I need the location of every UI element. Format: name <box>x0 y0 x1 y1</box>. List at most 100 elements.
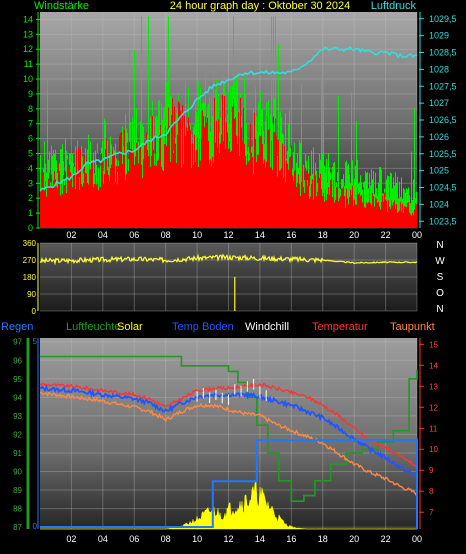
wind-speed-bar <box>321 188 322 228</box>
wind-gust-bar <box>148 16 149 229</box>
wind-tick-label: 9 <box>28 89 33 99</box>
wind-speed-bar <box>190 130 191 228</box>
wind-speed-bar <box>326 200 327 228</box>
rain-tick-label: 5 <box>33 337 38 346</box>
wind-speed-bar <box>82 186 83 228</box>
pressure-tick-label: 1027,5 <box>429 81 457 91</box>
wind-speed-bar <box>205 116 206 228</box>
wind-speed-bar <box>143 159 144 228</box>
wind-speed-bar <box>93 187 94 228</box>
wind-speed-bar <box>168 107 169 228</box>
wind-speed-bar <box>331 184 332 228</box>
wind-speed-bar <box>211 166 212 228</box>
wind-speed-bar <box>365 207 366 228</box>
wind-speed-bar <box>163 171 164 228</box>
wind-speed-bar <box>388 200 389 228</box>
x-tick-label: 06 <box>129 534 139 544</box>
wind-speed-bar <box>224 96 225 229</box>
wind-speed-bar <box>263 163 264 228</box>
wind-speed-bar <box>175 143 176 228</box>
wind-speed-bar <box>90 169 91 228</box>
wind-speed-bar <box>310 196 311 228</box>
wind-speed-bar <box>384 192 385 228</box>
wind-speed-bar <box>79 190 80 228</box>
wind-speed-bar <box>313 199 314 228</box>
wind-speed-bar <box>146 133 147 228</box>
wind-gust-bar <box>371 169 372 228</box>
wind-tick-label: 7 <box>28 119 33 129</box>
wind-speed-bar <box>411 215 412 228</box>
wind-speed-bar <box>158 159 159 228</box>
wind-speed-bar <box>114 155 115 228</box>
wind-speed-bar <box>51 174 52 228</box>
legend-rain: Regen <box>1 321 33 333</box>
wind-speed-bar <box>216 120 217 228</box>
wind-speed-bar <box>96 184 97 228</box>
wind-gust-bar <box>125 113 126 228</box>
wind-tick-label: 13 <box>23 29 33 39</box>
wind-speed-bar <box>255 139 256 228</box>
wind-speed-bar <box>176 163 177 228</box>
wind-speed-bar <box>166 146 167 228</box>
wind-speed-bar <box>317 191 318 228</box>
wind-speed-bar <box>88 184 89 228</box>
wind-speed-bar <box>295 165 296 228</box>
direction-tick-label: 180 <box>23 273 37 282</box>
direction-tick-label: 0 <box>32 307 37 316</box>
wind-speed-bar <box>133 153 134 228</box>
wind-speed-bar <box>61 183 62 228</box>
wind-speed-bar <box>109 181 110 228</box>
wind-speed-bar <box>139 150 140 228</box>
wind-speed-bar <box>213 163 214 228</box>
wind-speed-bar <box>112 150 113 228</box>
wind-speed-bar <box>203 116 204 228</box>
wind-speed-bar <box>277 176 278 228</box>
wind-speed-bar <box>403 213 404 228</box>
wind-speed-bar <box>226 122 227 228</box>
x-tick-label: 18 <box>318 534 328 544</box>
wind-speed-bar <box>288 169 289 228</box>
wind-speed-bar <box>264 159 265 228</box>
wind-speed-bar <box>284 146 285 228</box>
wind-speed-bar <box>346 188 347 228</box>
wind-speed-bar <box>229 141 230 228</box>
wind-speed-bar <box>41 175 42 228</box>
wind-speed-bar <box>233 98 234 228</box>
wind-gust-bar <box>338 95 339 228</box>
compass-label: N <box>436 304 443 315</box>
compass-label: S <box>437 272 444 283</box>
wind-speed-bar <box>60 195 61 228</box>
wind-speed-bar <box>249 160 250 228</box>
wind-speed-bar <box>214 97 215 228</box>
wind-speed-bar <box>134 164 135 228</box>
wind-speed-bar <box>161 167 162 228</box>
pressure-tick-label: 1029,5 <box>429 14 457 24</box>
wind-speed-bar <box>63 175 64 228</box>
wind-speed-bar <box>126 174 127 228</box>
legend-dew-point: Taupunkt <box>390 321 435 333</box>
wind-speed-bar <box>293 181 294 228</box>
wind-speed-bar <box>402 203 403 228</box>
wind-gust-bar <box>104 118 105 228</box>
wind-speed-bar <box>328 187 329 228</box>
wind-speed-bar <box>84 155 85 228</box>
wind-speed-bar <box>199 138 200 228</box>
pressure-line <box>39 46 418 192</box>
wind-speed-bar <box>351 195 352 228</box>
wind-speed-bar <box>119 135 120 228</box>
wind-speed-bar <box>268 129 269 228</box>
wind-speed-bar <box>202 110 203 228</box>
wind-speed-bar <box>408 202 409 228</box>
wind-speed-bar <box>299 184 300 228</box>
wind-speed-bar <box>144 142 145 228</box>
wind-speed-bar <box>53 180 54 228</box>
compass-label: W <box>435 256 445 267</box>
wind-speed-bar <box>217 147 218 228</box>
wind-speed-bar <box>170 162 171 228</box>
wind-speed-bar <box>412 213 413 228</box>
wind-speed-bar <box>189 126 190 228</box>
wind-speed-bar <box>221 134 222 228</box>
wind-gust-bar <box>401 177 402 228</box>
wind-gust-bar <box>356 121 357 228</box>
